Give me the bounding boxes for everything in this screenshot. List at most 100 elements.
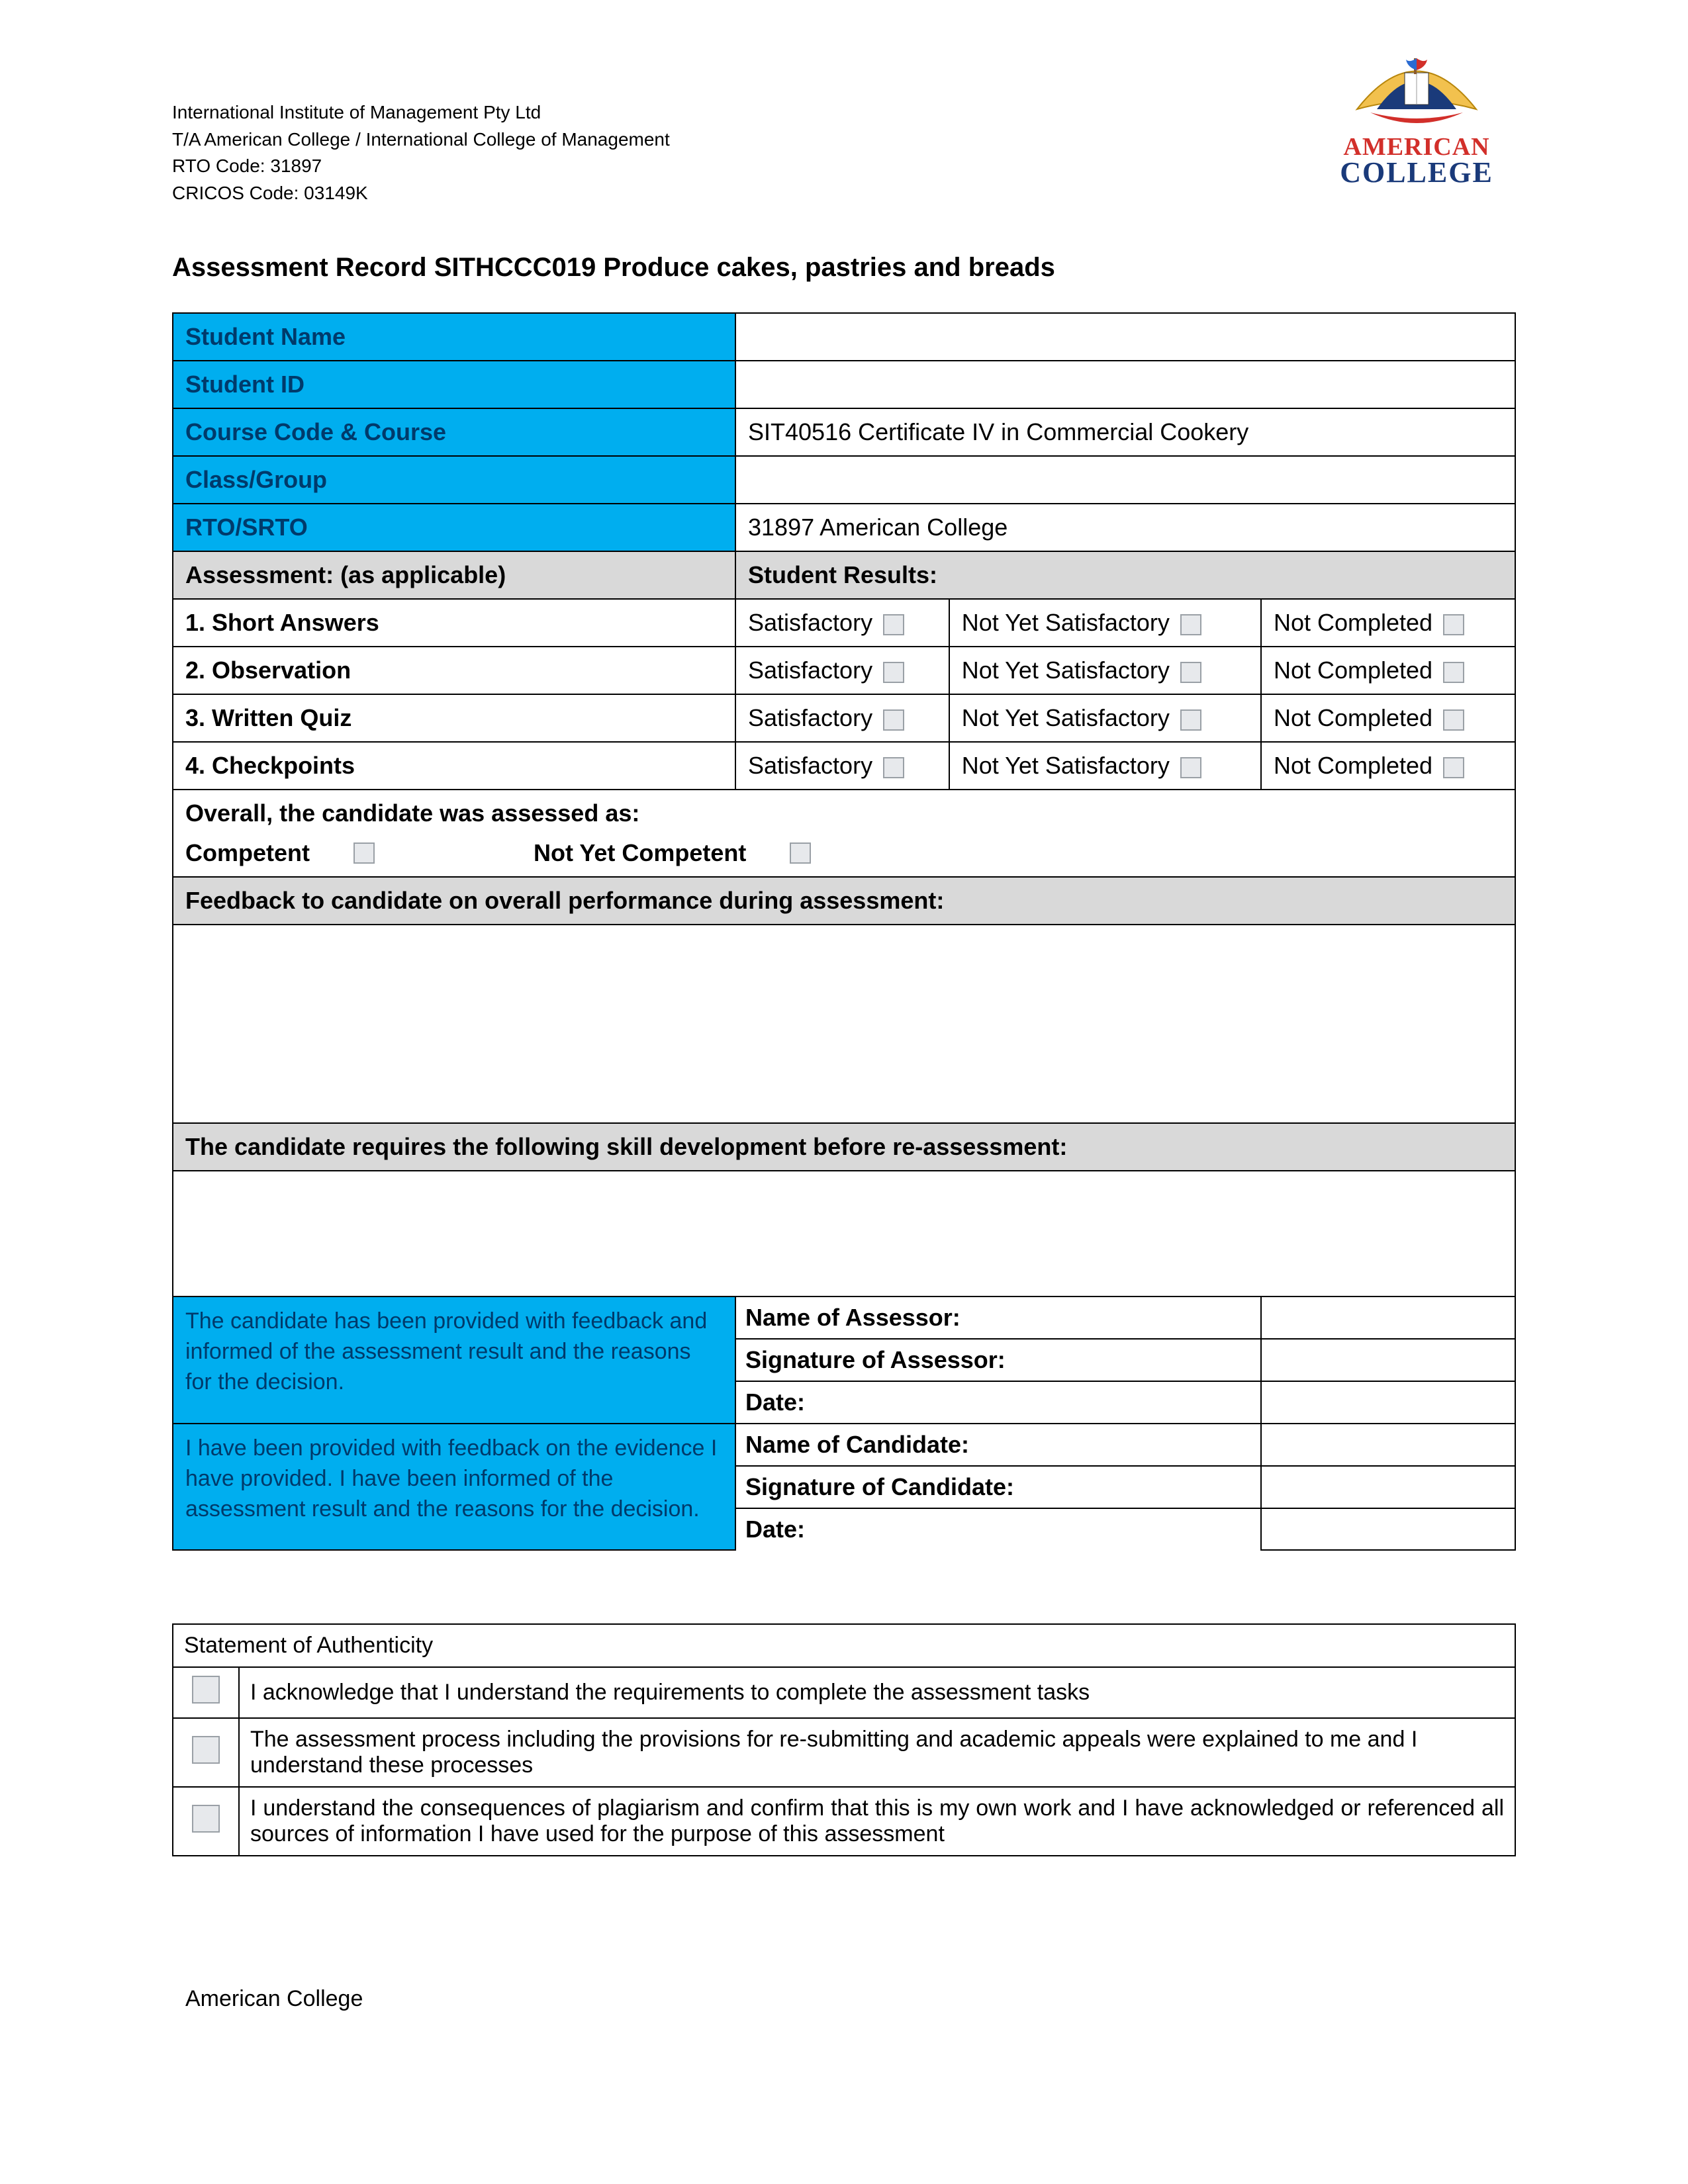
checkbox-sat-1[interactable]: [883, 614, 904, 635]
auth-check-cell-1: [173, 1667, 239, 1718]
logo: AMERICAN COLLEGE: [1317, 46, 1516, 187]
org-line-3: RTO Code: 31897: [172, 153, 1278, 180]
row-candidate-declaration: I have been provided with feedback on th…: [173, 1424, 1515, 1466]
overall-cell: Overall, the candidate was assessed as: …: [173, 790, 1515, 877]
opt-nc: Not Completed: [1274, 752, 1432, 779]
assessor-sig-value[interactable]: [1261, 1339, 1515, 1381]
checkbox-nc-4[interactable]: [1443, 757, 1464, 778]
checkbox-nys-2[interactable]: [1180, 662, 1201, 683]
row-assessment-3: 3. Written Quiz Satisfactory Not Yet Sat…: [173, 694, 1515, 742]
assessor-date-value[interactable]: [1261, 1381, 1515, 1424]
assessment-1-sat: Satisfactory: [735, 599, 949, 647]
opt-sat: Satisfactory: [748, 752, 872, 779]
checkbox-competent[interactable]: [353, 842, 375, 864]
assessment-3-label: 3. Written Quiz: [173, 694, 735, 742]
assessment-table: Student Name Student ID Course Code & Co…: [172, 312, 1516, 1551]
opt-nc: Not Completed: [1274, 704, 1432, 731]
assessment-4-nc: Not Completed: [1261, 742, 1515, 790]
auth-text-2: The assessment process including the pro…: [239, 1718, 1515, 1787]
opt-sat: Satisfactory: [748, 609, 872, 636]
assessment-2-sat: Satisfactory: [735, 647, 949, 694]
checkbox-nys-1[interactable]: [1180, 614, 1201, 635]
assessment-4-label: 4. Checkpoints: [173, 742, 735, 790]
logo-emblem: [1350, 46, 1483, 132]
auth-text-3: I understand the consequences of plagiar…: [239, 1787, 1515, 1856]
candidate-date-value[interactable]: [1261, 1508, 1515, 1550]
row-rto: RTO/SRTO 31897 American College: [173, 504, 1515, 551]
row-student-name: Student Name: [173, 313, 1515, 361]
label-student-results: Student Results:: [735, 551, 1515, 599]
value-student-name[interactable]: [735, 313, 1515, 361]
row-assessment-1: 1. Short Answers Satisfactory Not Yet Sa…: [173, 599, 1515, 647]
row-student-id: Student ID: [173, 361, 1515, 408]
logo-text-line2: COLLEGE: [1340, 159, 1493, 187]
nyc-label: Not Yet Competent: [534, 839, 746, 867]
checkbox-auth-1[interactable]: [192, 1676, 220, 1704]
opt-nc: Not Completed: [1274, 609, 1432, 636]
candidate-sig-value[interactable]: [1261, 1466, 1515, 1508]
authenticity-table: Statement of Authenticity I acknowledge …: [172, 1623, 1516, 1856]
label-course: Course Code & Course: [173, 408, 735, 456]
opt-nys: Not Yet Satisfactory: [962, 752, 1170, 779]
row-overall: Overall, the candidate was assessed as: …: [173, 790, 1515, 877]
org-line-4: CRICOS Code: 03149K: [172, 180, 1278, 207]
row-feedback-heading: Feedback to candidate on overall perform…: [173, 877, 1515, 925]
logo-text-line1: AMERICAN: [1340, 135, 1493, 159]
opt-nys: Not Yet Satisfactory: [962, 704, 1170, 731]
opt-sat: Satisfactory: [748, 657, 872, 684]
label-class: Class/Group: [173, 456, 735, 504]
row-assessor-declaration: The candidate has been provided with fee…: [173, 1297, 1515, 1339]
skill-body[interactable]: [173, 1171, 1515, 1297]
row-skill-body: [173, 1171, 1515, 1297]
candidate-name-value[interactable]: [1261, 1424, 1515, 1466]
row-skill-heading: The candidate requires the following ski…: [173, 1123, 1515, 1171]
skill-heading: The candidate requires the following ski…: [173, 1123, 1515, 1171]
checkbox-nys-3[interactable]: [1180, 709, 1201, 731]
value-student-id[interactable]: [735, 361, 1515, 408]
assessor-name-label: Name of Assessor:: [735, 1297, 1261, 1339]
assessor-sig-label: Signature of Assessor:: [735, 1339, 1261, 1381]
value-rto: 31897 American College: [735, 504, 1515, 551]
label-rto: RTO/SRTO: [173, 504, 735, 551]
candidate-date-label: Date:: [735, 1508, 1261, 1550]
assessment-3-nys: Not Yet Satisfactory: [949, 694, 1261, 742]
auth-row-3: I understand the consequences of plagiar…: [173, 1787, 1515, 1856]
checkbox-nyc[interactable]: [790, 842, 811, 864]
org-line-2: T/A American College / International Col…: [172, 126, 1278, 154]
checkbox-sat-3[interactable]: [883, 709, 904, 731]
overall-options: Competent Not Yet Competent: [185, 839, 1503, 867]
checkbox-nc-1[interactable]: [1443, 614, 1464, 635]
checkbox-nc-3[interactable]: [1443, 709, 1464, 731]
assessor-date-label: Date:: [735, 1381, 1261, 1424]
row-assessment-4: 4. Checkpoints Satisfactory Not Yet Sati…: [173, 742, 1515, 790]
assessment-1-nc: Not Completed: [1261, 599, 1515, 647]
org-line-1: International Institute of Management Pt…: [172, 99, 1278, 126]
checkbox-nys-4[interactable]: [1180, 757, 1201, 778]
value-class[interactable]: [735, 456, 1515, 504]
assessor-declaration: The candidate has been provided with fee…: [173, 1297, 735, 1424]
page: International Institute of Management Pt…: [0, 0, 1688, 2184]
candidate-declaration: I have been provided with feedback on th…: [173, 1424, 735, 1550]
auth-row-1: I acknowledge that I understand the requ…: [173, 1667, 1515, 1718]
competent-label: Competent: [185, 839, 310, 867]
checkbox-auth-3[interactable]: [192, 1805, 220, 1833]
auth-title-row: Statement of Authenticity: [173, 1624, 1515, 1667]
checkbox-auth-2[interactable]: [192, 1736, 220, 1764]
row-assessment-header: Assessment: (as applicable) Student Resu…: [173, 551, 1515, 599]
footer-text: American College: [185, 1986, 363, 2012]
assessor-name-value[interactable]: [1261, 1297, 1515, 1339]
assessment-2-label: 2. Observation: [173, 647, 735, 694]
checkbox-sat-4[interactable]: [883, 757, 904, 778]
assessment-4-sat: Satisfactory: [735, 742, 949, 790]
checkbox-nc-2[interactable]: [1443, 662, 1464, 683]
row-assessment-2: 2. Observation Satisfactory Not Yet Sati…: [173, 647, 1515, 694]
auth-title: Statement of Authenticity: [173, 1624, 1515, 1667]
auth-check-cell-2: [173, 1718, 239, 1787]
opt-nys: Not Yet Satisfactory: [962, 657, 1170, 684]
org-info: International Institute of Management Pt…: [172, 99, 1278, 206]
opt-nys: Not Yet Satisfactory: [962, 609, 1170, 636]
logo-text: AMERICAN COLLEGE: [1340, 135, 1493, 187]
feedback-body[interactable]: [173, 925, 1515, 1123]
checkbox-sat-2[interactable]: [883, 662, 904, 683]
label-student-id: Student ID: [173, 361, 735, 408]
